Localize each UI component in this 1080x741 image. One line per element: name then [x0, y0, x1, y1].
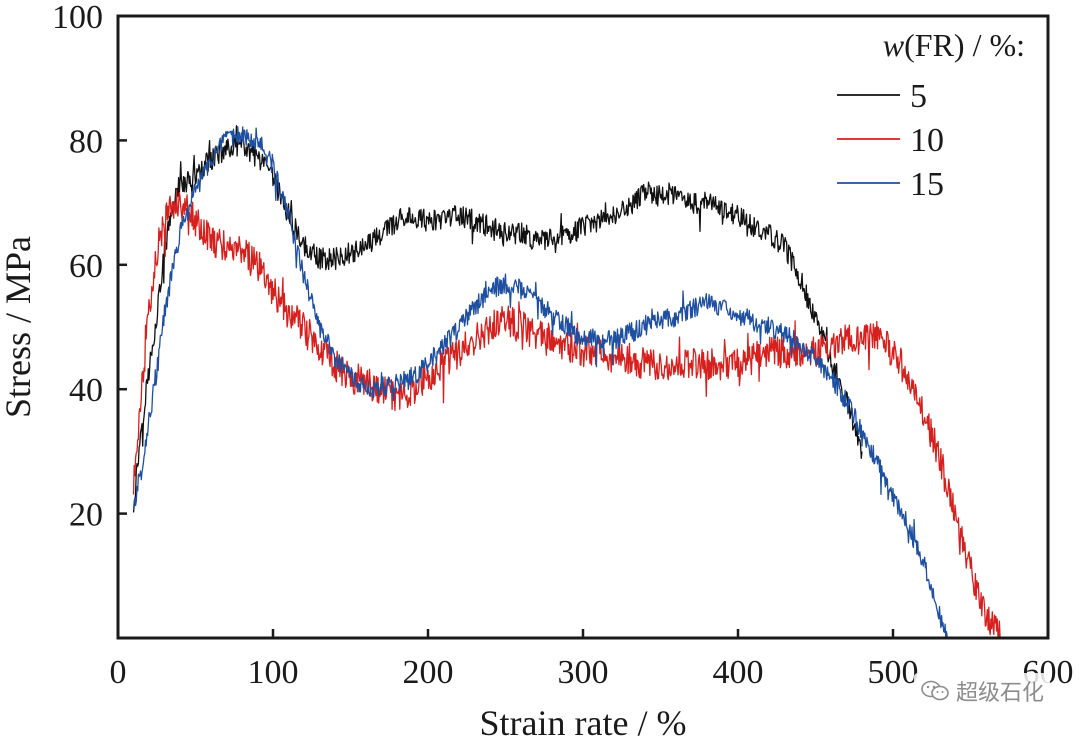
x-tick-label: 400	[713, 654, 764, 691]
legend-label-15: 15	[910, 166, 944, 203]
y-tick-label: 80	[69, 123, 103, 160]
y-tick-label: 60	[69, 248, 103, 285]
x-tick-label: 200	[403, 654, 454, 691]
y-axis-title: Stress / MPa	[0, 236, 38, 418]
legend-label-10: 10	[910, 122, 944, 159]
x-tick-label: 0	[110, 654, 127, 691]
x-tick-label: 500	[868, 654, 919, 691]
plot-frame	[116, 14, 1050, 640]
x-axis-title: Strain rate / %	[480, 703, 687, 741]
watermark: 超级石化	[913, 673, 1050, 709]
series-line-15	[132, 126, 948, 639]
y-tick-label: 20	[69, 497, 103, 534]
series-line-10	[132, 189, 1002, 639]
x-tick-label: 100	[248, 654, 299, 691]
legend-title: w(FR) / %:	[883, 27, 1025, 63]
series-line-5	[132, 125, 863, 513]
y-tick-label: 100	[52, 0, 103, 36]
watermark-text: 超级石化	[955, 681, 1044, 706]
y-tick-label: 40	[69, 372, 103, 409]
legend-label-5: 5	[910, 78, 927, 115]
x-tick-label: 300	[558, 654, 609, 691]
wechat-icon	[921, 680, 949, 701]
